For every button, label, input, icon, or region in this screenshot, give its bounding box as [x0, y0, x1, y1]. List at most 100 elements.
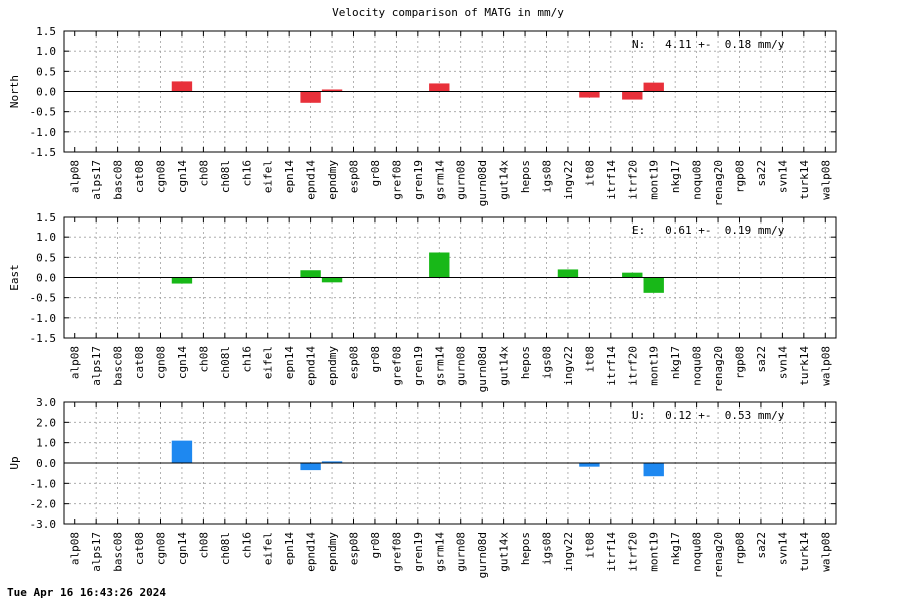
x-tick-label-epndmy: epndmy	[326, 160, 339, 200]
bar-gsrm14	[429, 252, 450, 278]
x-tick-label-gr08: gr08	[369, 160, 382, 187]
x-tick-label-cgn14: cgn14	[176, 160, 189, 193]
x-tick-label-ingv22: ingv22	[562, 160, 575, 200]
x-tick-label-it08: it08	[583, 160, 596, 187]
y-tick-label: 1.5	[36, 25, 56, 38]
x-tick-label-gref08: gref08	[390, 532, 403, 572]
x-tick-label-svn14: svn14	[776, 532, 789, 565]
x-tick-label-renag20: renag20	[712, 160, 725, 206]
y-axis-label: North	[8, 75, 21, 108]
x-tick-label-eifel: eifel	[262, 532, 275, 565]
y-tick-label: -1.5	[30, 146, 57, 159]
bar-cgn14	[171, 277, 193, 284]
bar-epnd14	[300, 463, 321, 471]
x-tick-label-ch16: ch16	[240, 346, 253, 373]
x-tick-label-walp08: walp08	[819, 346, 832, 386]
x-tick-label-esp08: esp08	[348, 160, 361, 193]
x-tick-label-cat08: cat08	[133, 160, 146, 193]
x-tick-label-ingv22: ingv22	[562, 346, 575, 386]
x-tick-label-ch16: ch16	[240, 532, 253, 559]
x-tick-label-it08: it08	[583, 532, 596, 559]
x-tick-label-epnd14: epnd14	[305, 532, 318, 572]
y-tick-label: 1.5	[36, 211, 56, 224]
x-tick-label-epnd14: epnd14	[305, 346, 318, 386]
x-tick-label-ch08l: ch08l	[219, 160, 232, 193]
x-tick-label-cgn14: cgn14	[176, 346, 189, 379]
bar-mont19	[643, 82, 664, 92]
x-tick-label-renag20: renag20	[712, 346, 725, 392]
x-tick-label-hepos: hepos	[519, 532, 532, 565]
x-tick-label-cgn08: cgn08	[155, 346, 168, 379]
x-tick-label-alps17: alps17	[90, 532, 103, 572]
y-tick-label: 1.0	[36, 437, 56, 450]
x-tick-label-noqu08: noqu08	[691, 160, 704, 200]
x-tick-label-itrf20: itrf20	[626, 532, 639, 572]
x-tick-label-alp08: alp08	[69, 532, 82, 565]
x-tick-label-gut14x: gut14x	[498, 532, 511, 572]
x-tick-label-gurn08: gurn08	[455, 346, 468, 386]
stats-annotation: E: 0.61 +- 0.19 mm/y	[632, 224, 785, 237]
x-tick-label-epndmy: epndmy	[326, 532, 339, 572]
x-tick-label-noqu08: noqu08	[691, 532, 704, 572]
plot-frame	[63, 216, 837, 339]
x-tick-label-nkg17: nkg17	[669, 532, 682, 565]
y-tick-label: 2.0	[36, 416, 56, 429]
x-tick-label-ch08: ch08	[197, 532, 210, 559]
y-tick-label: 0.0	[36, 86, 56, 99]
bar-mont19	[643, 463, 664, 477]
x-tick-label-gurn08d: gurn08d	[476, 346, 489, 392]
chart-title: Velocity comparison of MATG in mm/y	[332, 6, 564, 19]
y-tick-label: -0.5	[30, 292, 57, 305]
bar-itrf20	[622, 272, 643, 278]
x-tick-label-nkg17: nkg17	[669, 160, 682, 193]
x-tick-label-gurn08: gurn08	[455, 160, 468, 200]
x-tick-label-igs08: igs08	[541, 532, 554, 565]
stats-annotation: N: 4.11 +- 0.18 mm/y	[632, 38, 785, 51]
bar-epndmy	[321, 461, 343, 463]
bar-epnd14	[300, 270, 321, 278]
x-tick-label-gut14x: gut14x	[498, 346, 511, 386]
bar-epndmy	[321, 277, 343, 283]
x-tick-label-epnd14: epnd14	[305, 160, 318, 200]
x-tick-label-svn14: svn14	[776, 160, 789, 193]
x-tick-label-epn14: epn14	[283, 532, 296, 565]
y-tick-label: -1.0	[30, 126, 57, 139]
bar-cgn14	[171, 81, 193, 92]
x-tick-label-turk14: turk14	[798, 160, 811, 200]
x-tick-label-ch08: ch08	[197, 346, 210, 373]
x-tick-label-gsrm14: gsrm14	[433, 532, 446, 572]
x-tick-label-alp08: alp08	[69, 346, 82, 379]
y-tick-label: 0.5	[36, 251, 56, 264]
y-tick-label: -2.0	[30, 498, 57, 511]
x-tick-label-igs08: igs08	[541, 160, 554, 193]
x-tick-label-ch16: ch16	[240, 160, 253, 187]
plot-frame	[63, 401, 837, 525]
x-tick-label-itrf14: itrf14	[605, 346, 618, 386]
x-tick-label-hepos: hepos	[519, 346, 532, 379]
x-tick-label-sa22: sa22	[755, 346, 768, 373]
x-tick-label-rgp08: rgp08	[734, 346, 747, 379]
x-tick-label-epn14: epn14	[283, 346, 296, 379]
x-tick-label-ch08l: ch08l	[219, 346, 232, 379]
bar-epnd14	[300, 91, 321, 103]
x-tick-label-gurn08: gurn08	[455, 532, 468, 572]
x-tick-label-esp08: esp08	[348, 346, 361, 379]
x-tick-label-gren19: gren19	[412, 346, 425, 386]
x-tick-label-eifel: eifel	[262, 346, 275, 379]
y-tick-label: -1.0	[30, 312, 57, 325]
y-tick-label: 1.0	[36, 231, 56, 244]
x-tick-label-sa22: sa22	[755, 532, 768, 559]
x-tick-label-walp08: walp08	[819, 532, 832, 572]
x-tick-label-basc08: basc08	[112, 532, 125, 572]
x-tick-label-basc08: basc08	[112, 346, 125, 386]
x-tick-label-epn14: epn14	[283, 160, 296, 193]
y-tick-label: -3.0	[30, 518, 57, 531]
x-tick-label-cat08: cat08	[133, 532, 146, 565]
x-tick-label-mont19: mont19	[648, 160, 661, 200]
x-tick-label-turk14: turk14	[798, 532, 811, 572]
x-tick-label-gurn08d: gurn08d	[476, 532, 489, 578]
y-tick-label: 0.5	[36, 65, 56, 78]
bar-ingv22	[557, 269, 579, 278]
x-tick-label-gref08: gref08	[390, 160, 403, 200]
